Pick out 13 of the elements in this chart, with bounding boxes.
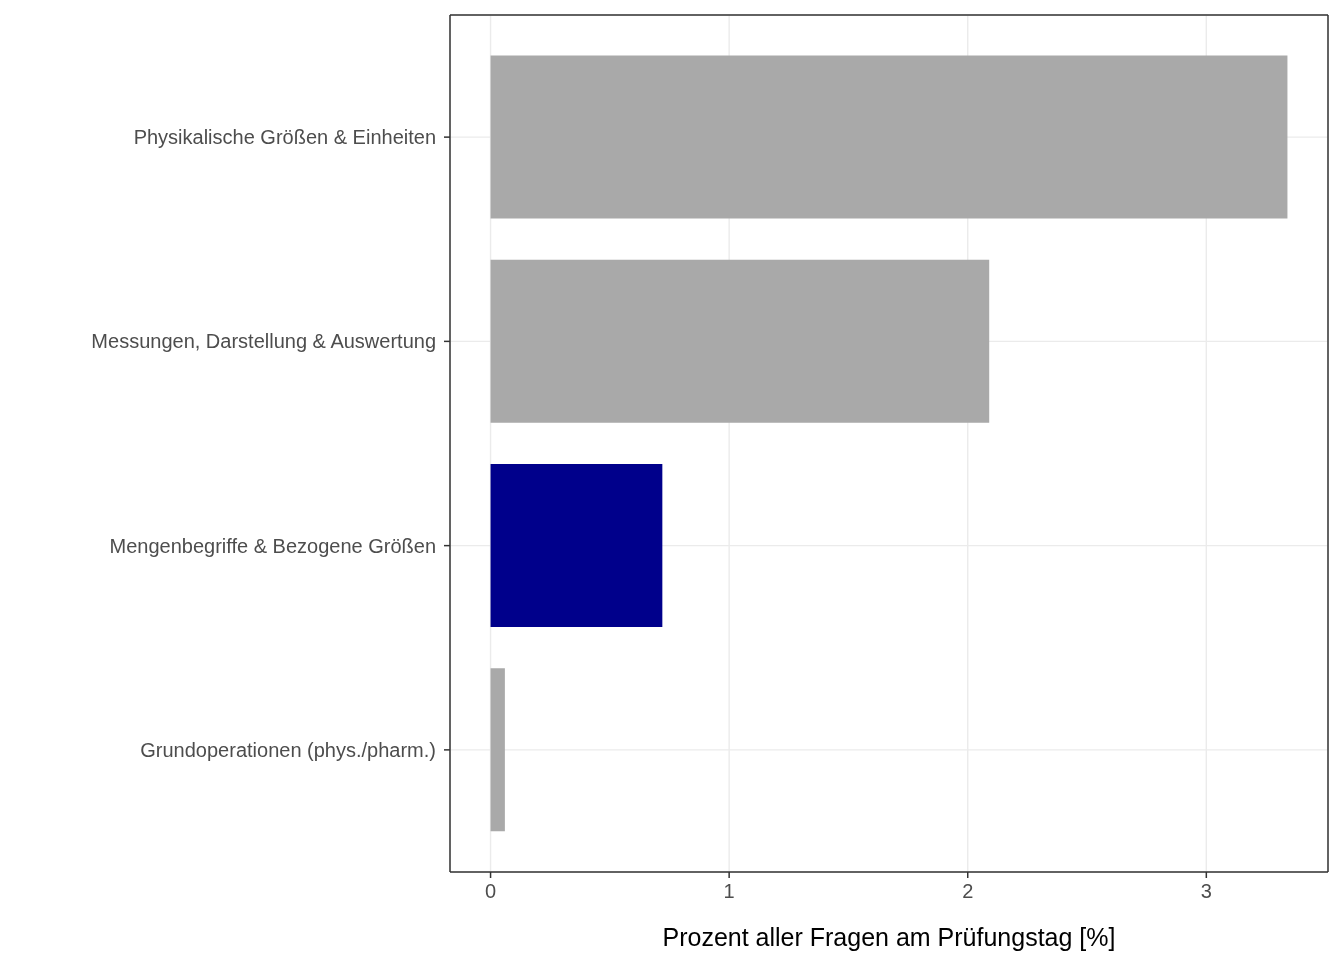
bar	[490, 668, 505, 832]
x-tick-label: 0	[485, 880, 497, 903]
x-axis-title: Prozent aller Fragen am Prüfungstag [%]	[662, 923, 1116, 951]
y-tick-label: Physikalische Größen & Einheiten	[133, 126, 436, 149]
bar	[490, 55, 1288, 219]
x-tick-label: 2	[962, 880, 974, 903]
y-tick-label: Grundoperationen (phys./pharm.)	[140, 738, 436, 761]
y-tick-label: Messungen, Darstellung & Auswertung	[91, 330, 436, 353]
x-tick-label: 3	[1200, 880, 1212, 903]
x-tick-label: 1	[723, 880, 735, 903]
y-tick-label: Mengenbegriffe & Bezogene Größen	[109, 534, 436, 557]
bar	[490, 259, 990, 423]
bar	[490, 463, 663, 627]
